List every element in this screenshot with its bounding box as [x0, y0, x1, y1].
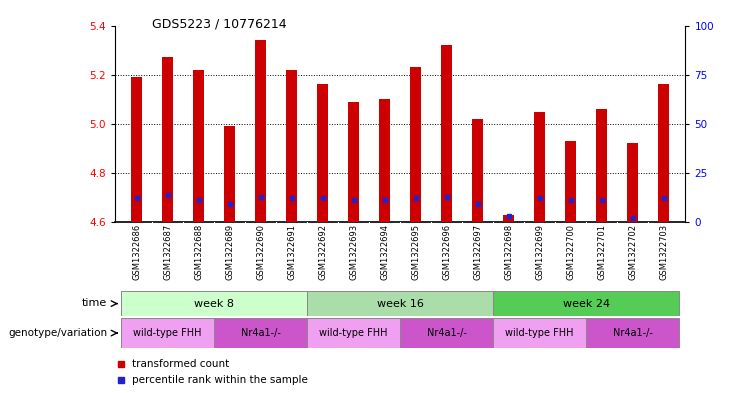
Bar — [225, 126, 235, 222]
Text: GSM1322696: GSM1322696 — [442, 224, 451, 280]
Text: Nr4a1-/-: Nr4a1-/- — [613, 328, 653, 338]
Bar — [307, 291, 494, 316]
Bar — [121, 291, 307, 316]
Text: percentile rank within the sample: percentile rank within the sample — [132, 375, 308, 385]
Text: GSM1322697: GSM1322697 — [473, 224, 482, 280]
Bar — [534, 112, 545, 222]
Bar — [193, 70, 204, 222]
Bar — [255, 40, 266, 222]
Text: GSM1322687: GSM1322687 — [163, 224, 172, 280]
Text: transformed count: transformed count — [132, 358, 229, 369]
Bar — [503, 215, 514, 222]
Bar — [494, 291, 679, 316]
Bar — [121, 318, 214, 348]
Text: GSM1322695: GSM1322695 — [411, 224, 420, 280]
Text: Nr4a1-/-: Nr4a1-/- — [241, 328, 281, 338]
Bar — [411, 67, 421, 222]
Text: Nr4a1-/-: Nr4a1-/- — [427, 328, 467, 338]
Bar — [658, 84, 669, 222]
Bar — [286, 70, 297, 222]
Text: GSM1322686: GSM1322686 — [132, 224, 141, 280]
Bar — [162, 57, 173, 222]
Bar — [400, 318, 494, 348]
Bar — [214, 318, 307, 348]
Text: GDS5223 / 10776214: GDS5223 / 10776214 — [152, 18, 287, 31]
Text: wild-type FHH: wild-type FHH — [319, 328, 388, 338]
Bar — [307, 318, 400, 348]
Text: GSM1322692: GSM1322692 — [318, 224, 327, 280]
Bar — [565, 141, 576, 222]
Text: GSM1322702: GSM1322702 — [628, 224, 637, 280]
Text: GSM1322691: GSM1322691 — [287, 224, 296, 280]
Text: GSM1322698: GSM1322698 — [504, 224, 514, 280]
Bar — [348, 102, 359, 222]
Bar — [131, 77, 142, 222]
Text: GSM1322703: GSM1322703 — [659, 224, 668, 280]
Text: genotype/variation: genotype/variation — [8, 328, 107, 338]
Bar — [597, 109, 607, 222]
Text: GSM1322693: GSM1322693 — [349, 224, 358, 280]
Bar — [441, 45, 452, 222]
Bar — [472, 119, 483, 222]
Bar — [586, 318, 679, 348]
Bar — [628, 143, 638, 222]
Text: GSM1322689: GSM1322689 — [225, 224, 234, 280]
Bar — [317, 84, 328, 222]
Bar — [494, 318, 586, 348]
Text: GSM1322700: GSM1322700 — [566, 224, 575, 280]
Text: GSM1322690: GSM1322690 — [256, 224, 265, 280]
Text: wild-type FHH: wild-type FHH — [505, 328, 574, 338]
Text: week 8: week 8 — [194, 299, 234, 309]
Text: GSM1322688: GSM1322688 — [194, 224, 203, 280]
Text: GSM1322701: GSM1322701 — [597, 224, 606, 280]
Bar — [379, 99, 390, 222]
Text: week 16: week 16 — [376, 299, 424, 309]
Text: wild-type FHH: wild-type FHH — [133, 328, 202, 338]
Text: GSM1322699: GSM1322699 — [535, 224, 544, 280]
Text: GSM1322694: GSM1322694 — [380, 224, 389, 280]
Text: time: time — [82, 298, 107, 309]
Text: week 24: week 24 — [562, 299, 610, 309]
